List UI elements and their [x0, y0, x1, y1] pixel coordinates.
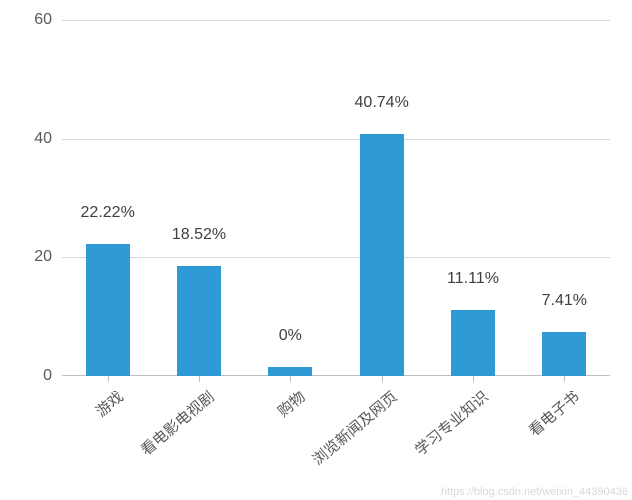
bar — [451, 310, 495, 376]
bar-chart: 0 20 40 60 22.22% 游戏 18.52% 看电影电视剧 0% 购物 40.74% 浏览新… — [0, 0, 632, 500]
x-tick-label: 看电子书 — [524, 386, 583, 441]
bar-value-label: 22.22% — [81, 204, 135, 222]
y-tick-label: 20 — [12, 248, 52, 266]
x-tick-label: 购物 — [273, 386, 309, 421]
x-tick-mark — [290, 376, 291, 382]
bar-value-label: 7.41% — [542, 292, 587, 310]
x-tick-label: 学习专业知识 — [410, 386, 492, 460]
x-tick-mark — [564, 376, 565, 382]
plot-area: 020406022.22%游戏18.52%看电影电视剧0%购物40.74%浏览新… — [62, 20, 610, 376]
x-tick-mark — [199, 376, 200, 382]
bar — [360, 134, 404, 376]
gridline — [62, 20, 610, 21]
y-tick-label: 60 — [12, 11, 52, 29]
x-tick-mark — [382, 376, 383, 382]
x-tick-label: 游戏 — [91, 386, 127, 421]
bar — [177, 266, 221, 376]
x-tick-mark — [108, 376, 109, 382]
gridline — [62, 257, 610, 258]
bar-value-label: 40.74% — [355, 94, 409, 112]
x-axis-line — [62, 375, 610, 376]
x-tick-label: 浏览新闻及网页 — [307, 386, 401, 470]
x-tick-mark — [473, 376, 474, 382]
gridline — [62, 139, 610, 140]
x-tick-label: 看电影电视剧 — [136, 386, 218, 460]
bar — [86, 244, 130, 376]
y-tick-label: 0 — [12, 367, 52, 385]
bar-value-label: 18.52% — [172, 226, 226, 244]
watermark-text: https://blog.csdn.net/weixin_44390436 — [441, 486, 628, 498]
bar-value-label: 0% — [279, 327, 302, 345]
bar — [268, 367, 312, 376]
bar-value-label: 11.11% — [447, 270, 499, 288]
y-tick-label: 40 — [12, 130, 52, 148]
bar — [542, 332, 586, 376]
